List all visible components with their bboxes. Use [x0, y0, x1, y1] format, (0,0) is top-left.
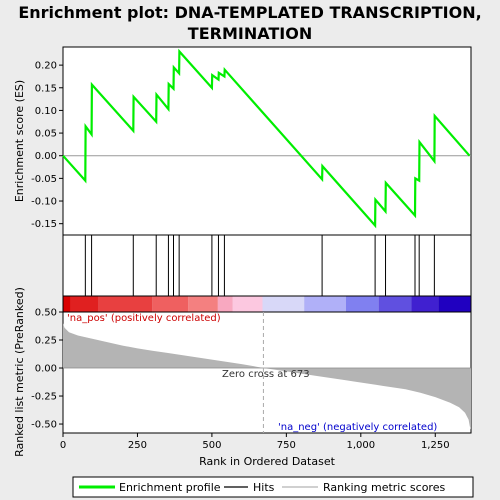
metric-ytick-label: -0.50 [31, 420, 57, 431]
es-ytick-label: 0.00 [35, 151, 57, 162]
color-bar-segment [378, 296, 412, 312]
metric-xtick-label: 500 [202, 440, 221, 451]
metric-xtick-label: 0 [60, 440, 66, 451]
rank-color-bar [62, 295, 472, 313]
es-plot-area [62, 46, 472, 236]
color-bar-segment [345, 296, 379, 312]
color-bar-segment [70, 296, 99, 312]
metric-ytick-label: 0.50 [35, 308, 57, 319]
es-ytick-label: 0.20 [35, 61, 57, 72]
es-ytick-label: -0.05 [31, 174, 57, 185]
es-ytick-label: -0.15 [31, 219, 57, 230]
color-bar-segment [217, 296, 233, 312]
zero-cross-label: Zero cross at 673 [222, 369, 310, 380]
pos-label: 'na_pos' (positively correlated) [67, 313, 221, 324]
enrichment-profile-line [62, 48, 471, 229]
es-y-ticks: -0.15 -0.10 -0.05 0.00 0.05 0.10 0.15 0.20 [31, 61, 63, 230]
legend-metric-label: Ranking metric scores [323, 481, 445, 494]
color-bar-segment [411, 296, 439, 312]
hits-area [62, 234, 472, 297]
color-bar-segment [262, 296, 305, 312]
es-ytick-label: 0.15 [35, 83, 57, 94]
color-bar-segment [152, 296, 189, 312]
metric-xtick-label: 750 [277, 440, 296, 451]
neg-label: 'na_neg' (negatively correlated) [278, 422, 437, 433]
es-ylabel: Enrichment score (ES) [13, 80, 26, 202]
es-ytick-label: -0.10 [31, 197, 57, 208]
hits-panel [62, 234, 472, 297]
color-bar-segment [304, 296, 346, 312]
metric-xtick-label: 1,250 [421, 440, 450, 451]
metric-xtick-label: 250 [128, 440, 147, 451]
ranking-metric-area [63, 323, 471, 430]
legend-enrichment-label: Enrichment profile [119, 481, 221, 494]
metric-ytick-label: 0.00 [35, 364, 57, 375]
color-bar-segment [438, 296, 471, 312]
color-bar-segment [98, 296, 153, 312]
legend-hits-label: Hits [253, 481, 275, 494]
hits-marks [84, 235, 435, 296]
es-panel: -0.15 -0.10 -0.05 0.00 0.05 0.10 0.15 0.20 Enri… [13, 46, 472, 236]
metric-xtick-label: 1,000 [346, 440, 375, 451]
chart-title-line1: Enrichment plot: DNA-TEMPLATED TRANSCRIP… [18, 3, 481, 22]
metric-ylabel: Ranked list metric (PreRanked) [13, 287, 26, 457]
color-bar-segment [63, 296, 71, 312]
metric-x-ticks: 0 250 500 750 1,000 1,250 [60, 433, 450, 451]
legend: Enrichment profile Hits Ranking metric s… [72, 476, 474, 498]
metric-ytick-label: 0.25 [35, 336, 57, 347]
es-ytick-label: 0.05 [35, 129, 57, 140]
metric-y-ticks: -0.50 -0.25 0.00 0.25 0.50 [31, 308, 63, 431]
color-bar-segment [188, 296, 218, 312]
color-bar-segment [232, 296, 263, 312]
es-ytick-label: 0.10 [35, 106, 57, 117]
chart-title-line2: TERMINATION [188, 24, 312, 43]
metric-ytick-label: -0.25 [31, 392, 57, 403]
legend-box [72, 476, 474, 498]
metric-xlabel: Rank in Ordered Dataset [199, 455, 336, 468]
metric-panel: -0.50 -0.25 0.00 0.25 0.50 0 250 500 750 1,000 1,… [13, 287, 472, 468]
